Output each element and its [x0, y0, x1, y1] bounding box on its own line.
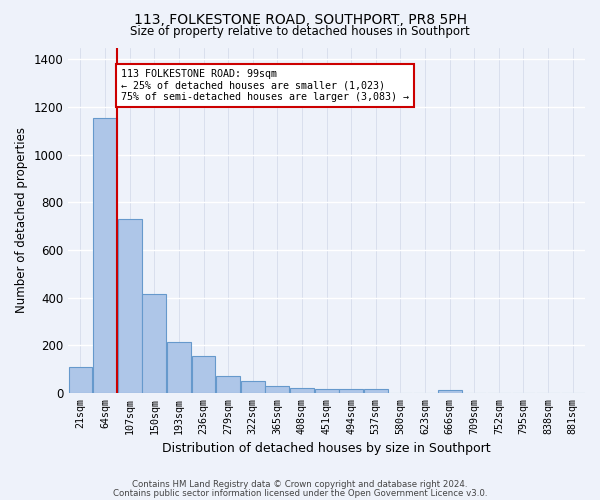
- Bar: [118, 219, 142, 393]
- Bar: [290, 388, 314, 393]
- Bar: [167, 342, 191, 393]
- Bar: [191, 356, 215, 393]
- Bar: [93, 118, 117, 393]
- Bar: [438, 390, 461, 393]
- Bar: [142, 294, 166, 393]
- Text: 113, FOLKESTONE ROAD, SOUTHPORT, PR8 5PH: 113, FOLKESTONE ROAD, SOUTHPORT, PR8 5PH: [133, 12, 467, 26]
- Text: Contains HM Land Registry data © Crown copyright and database right 2024.: Contains HM Land Registry data © Crown c…: [132, 480, 468, 489]
- Text: Contains public sector information licensed under the Open Government Licence v3: Contains public sector information licen…: [113, 488, 487, 498]
- Bar: [68, 366, 92, 393]
- Text: Size of property relative to detached houses in Southport: Size of property relative to detached ho…: [130, 25, 470, 38]
- Text: 113 FOLKESTONE ROAD: 99sqm
← 25% of detached houses are smaller (1,023)
75% of s: 113 FOLKESTONE ROAD: 99sqm ← 25% of deta…: [121, 69, 409, 102]
- Bar: [216, 376, 240, 393]
- Y-axis label: Number of detached properties: Number of detached properties: [15, 127, 28, 313]
- Bar: [364, 389, 388, 393]
- Bar: [339, 389, 363, 393]
- Bar: [241, 382, 265, 393]
- X-axis label: Distribution of detached houses by size in Southport: Distribution of detached houses by size …: [162, 442, 491, 455]
- Bar: [265, 386, 289, 393]
- Bar: [314, 389, 338, 393]
